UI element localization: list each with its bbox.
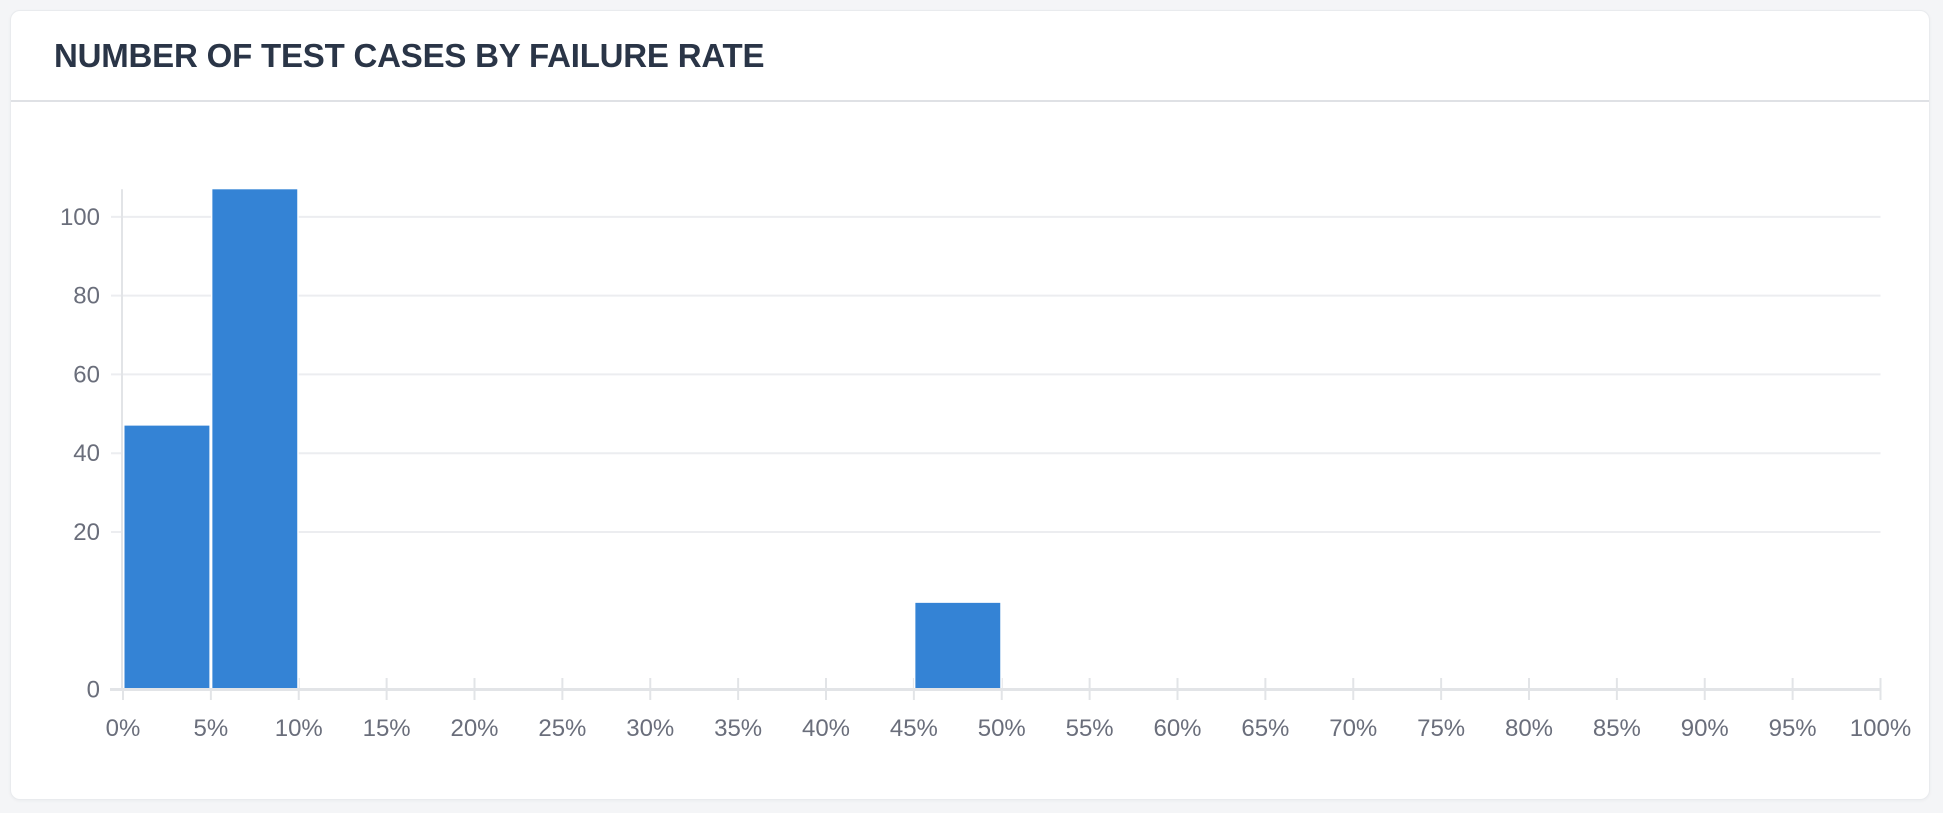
bar-5%-10%[interactable] (212, 189, 298, 690)
card-header: NUMBER OF TEST CASES BY FAILURE RATE (11, 11, 1929, 102)
bar-0%-5%[interactable] (124, 425, 210, 690)
bar-45%-50%[interactable] (915, 602, 1001, 690)
chart-title: NUMBER OF TEST CASES BY FAILURE RATE (54, 36, 765, 74)
